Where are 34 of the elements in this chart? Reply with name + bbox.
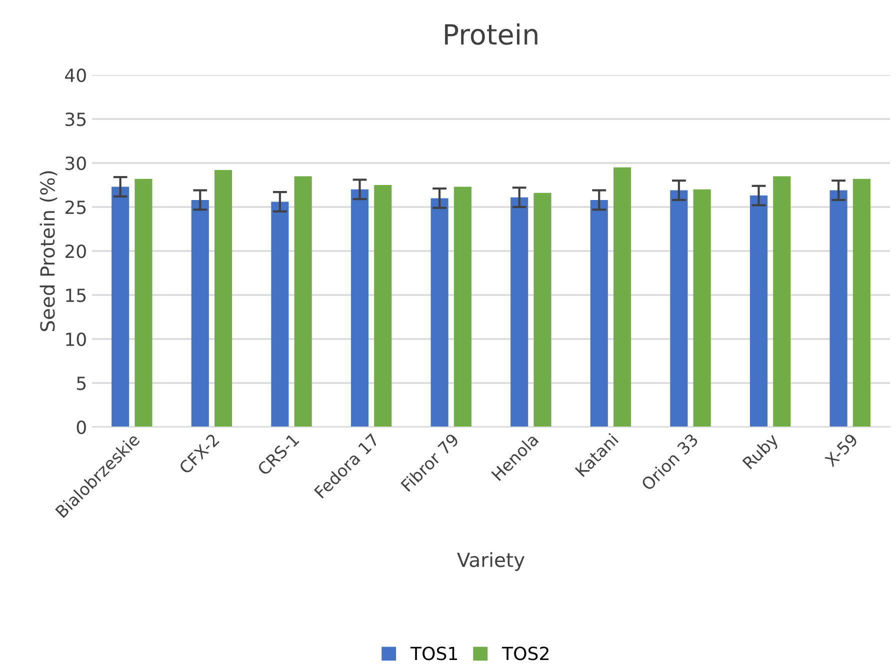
- y-tick-label: 20: [65, 244, 86, 258]
- bar: [191, 200, 209, 427]
- y-tick-label: 40: [65, 68, 86, 82]
- legend-label: TOS2: [502, 646, 548, 660]
- bar: [271, 202, 289, 427]
- y-tick-label: 30: [66, 156, 86, 170]
- bar: [534, 192, 552, 427]
- bar: [852, 178, 870, 427]
- bar: [454, 186, 472, 427]
- bar: [693, 189, 711, 427]
- y-tick-label: 0: [76, 420, 86, 434]
- bar: [670, 190, 688, 427]
- bar: [510, 197, 528, 427]
- bar: [773, 176, 791, 427]
- y-tick-label: 5: [77, 376, 86, 390]
- chart-title: Protein: [445, 23, 538, 45]
- bar: [830, 190, 848, 427]
- bar: [750, 196, 768, 427]
- bar: [294, 176, 312, 427]
- legend-label: TOS1: [410, 646, 458, 660]
- bar: [112, 186, 130, 427]
- y-axis-title: Seed Protein (%): [40, 171, 58, 332]
- y-tick-label: 15: [66, 288, 86, 302]
- y-tick-label: 25: [65, 200, 86, 214]
- y-tick-label: 35: [66, 112, 86, 126]
- bar: [430, 198, 448, 427]
- bar: [350, 189, 369, 427]
- bar: [613, 167, 632, 427]
- bar: [374, 185, 392, 427]
- y-tick-label: 10: [66, 332, 86, 346]
- bar: [214, 170, 232, 427]
- bar: [134, 178, 152, 427]
- x-axis-title: Variety: [457, 552, 525, 571]
- bar: [590, 200, 608, 427]
